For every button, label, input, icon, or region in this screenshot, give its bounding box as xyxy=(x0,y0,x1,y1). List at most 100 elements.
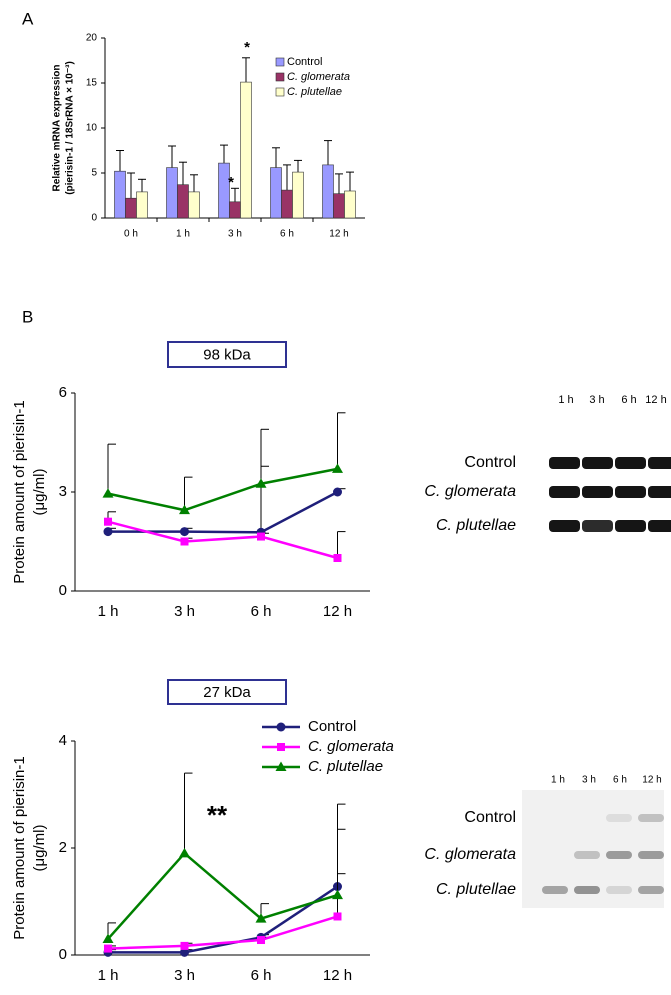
y-tick-label: 15 xyxy=(86,78,98,89)
chart-title: 27 kDa xyxy=(203,684,251,701)
y-tick-label: 0 xyxy=(59,946,67,963)
marker xyxy=(180,941,189,950)
blot-band xyxy=(615,486,646,498)
annotation: ** xyxy=(207,800,228,830)
marker xyxy=(179,847,190,858)
lane-label: 6 h xyxy=(613,775,627,786)
x-tick-label: 1 h xyxy=(98,967,119,984)
marker xyxy=(102,488,114,498)
bar xyxy=(322,164,334,219)
row-label: C. plutellae xyxy=(436,517,516,534)
x-tick-label: 6 h xyxy=(251,603,272,620)
legend-swatch xyxy=(275,57,285,67)
bar xyxy=(281,189,293,219)
lane-label: 3 h xyxy=(582,775,596,786)
y-tick-label: 4 xyxy=(59,732,67,749)
x-tick-label: 0 h xyxy=(124,229,138,240)
row-label: Control xyxy=(464,809,516,826)
y-axis-title: (pierisin-1 / 18SrRNA × 10⁻³) xyxy=(65,61,76,195)
blot-band xyxy=(615,457,646,469)
blot-band xyxy=(648,486,671,498)
y-tick-label: 10 xyxy=(86,123,98,134)
marker xyxy=(332,463,343,473)
marker xyxy=(255,913,267,923)
bar xyxy=(344,190,356,219)
blot-band xyxy=(549,457,580,469)
marker xyxy=(103,527,113,537)
row-label: C. plutellae xyxy=(436,881,516,898)
series-line xyxy=(108,885,339,954)
bar xyxy=(333,193,345,219)
blot-band xyxy=(606,814,632,822)
x-tick-label: 6 h xyxy=(251,967,272,984)
bar xyxy=(188,191,200,219)
legend-label: C. glomerata xyxy=(308,738,394,755)
series-line xyxy=(107,851,338,940)
bar xyxy=(229,201,241,219)
marker xyxy=(333,554,342,562)
x-tick-label: 3 h xyxy=(174,603,195,620)
marker xyxy=(180,537,189,546)
bar xyxy=(177,184,189,219)
legend-swatch xyxy=(275,72,285,82)
x-tick-label: 1 h xyxy=(176,229,190,240)
blot-band xyxy=(582,457,613,469)
y-tick-label: 3 xyxy=(59,483,67,500)
y-tick-label: 0 xyxy=(91,213,97,224)
blot-band xyxy=(638,851,664,859)
y-axis-title: Protein amount of pierisin-1 xyxy=(11,756,28,939)
blot-band xyxy=(582,520,613,532)
x-tick-label: 3 h xyxy=(174,967,195,984)
blot-band xyxy=(638,886,664,894)
legend-label: Control xyxy=(308,718,356,735)
marker xyxy=(277,743,285,751)
bar xyxy=(125,197,137,219)
bar xyxy=(136,191,148,219)
bar xyxy=(240,81,252,219)
row-label: C. glomerata xyxy=(424,846,516,863)
panel-label: A xyxy=(22,9,34,28)
series-line xyxy=(107,915,338,950)
marker xyxy=(255,478,267,488)
lane-label: 3 h xyxy=(589,394,604,406)
blot-band xyxy=(582,486,613,498)
marker xyxy=(333,912,342,921)
y-tick-label: 5 xyxy=(91,168,97,179)
x-tick-label: 12 h xyxy=(323,603,352,620)
blot-band xyxy=(638,814,664,822)
marker xyxy=(179,504,190,515)
x-tick-label: 6 h xyxy=(280,229,294,240)
legend-label: Control xyxy=(287,56,322,68)
y-axis-title: (μg/ml) xyxy=(31,469,48,516)
marker xyxy=(102,933,114,943)
legend-swatch xyxy=(275,87,285,97)
y-axis-title: (μg/ml) xyxy=(31,825,48,872)
panel-label: B xyxy=(22,307,33,326)
bar xyxy=(270,167,282,219)
legend-label: C. glomerata xyxy=(287,71,350,83)
row-label: Control xyxy=(464,454,516,471)
annotation: * xyxy=(244,39,250,56)
chart-title: 98 kDa xyxy=(203,346,251,363)
blot-band xyxy=(549,486,580,498)
blot-band xyxy=(648,457,671,469)
y-tick-label: 6 xyxy=(59,384,67,401)
row-label: C. glomerata xyxy=(424,483,516,500)
title-box xyxy=(167,341,287,368)
series-line xyxy=(107,520,338,560)
marker xyxy=(180,527,189,537)
blot-band xyxy=(606,851,632,859)
marker xyxy=(257,936,265,945)
blot-band xyxy=(648,520,671,532)
lane-label: 12 h xyxy=(645,394,666,406)
bar xyxy=(292,171,304,219)
x-tick-label: 12 h xyxy=(323,967,352,984)
bar xyxy=(166,167,178,219)
bar xyxy=(114,170,126,219)
blot-band xyxy=(606,886,632,894)
marker xyxy=(333,487,342,497)
lane-label: 1 h xyxy=(551,775,565,786)
marker xyxy=(104,517,112,526)
